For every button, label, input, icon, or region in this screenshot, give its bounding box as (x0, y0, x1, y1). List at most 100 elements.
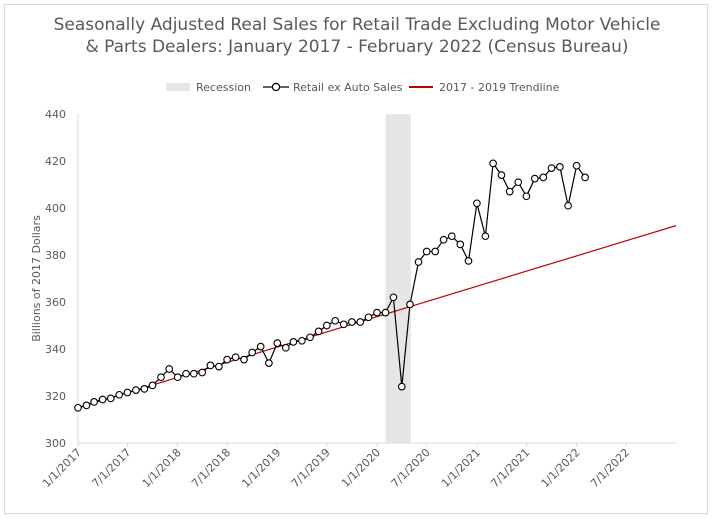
x-tick-label: 7/1/2020 (389, 446, 433, 490)
sales-point (406, 300, 414, 309)
sales-point (348, 318, 356, 326)
sales-point (82, 401, 91, 410)
chart-title-line-1: Seasonally Adjusted Real Sales for Retai… (53, 15, 661, 35)
x-tick-label: 1/1/2019 (239, 446, 283, 490)
sales-point (231, 353, 240, 362)
x-tick-label: 1/1/2020 (339, 446, 383, 490)
sales-point (189, 369, 198, 378)
sales-point (256, 342, 265, 351)
sales-point (339, 320, 348, 329)
sales-point (397, 382, 406, 391)
sales-point (182, 369, 190, 378)
sales-point (381, 308, 390, 317)
sales-point (322, 321, 331, 330)
sales-point (364, 313, 373, 322)
y-axis-label: Billions of 2017 Dollars (30, 215, 43, 342)
sales-point (198, 368, 207, 377)
sales-point (547, 164, 556, 172)
sales-point (123, 388, 132, 397)
sales-point (74, 403, 82, 412)
y-tick-label: 300 (45, 437, 66, 450)
x-tick-label: 7/1/2021 (488, 446, 532, 490)
y-tick-label: 340 (45, 343, 66, 356)
sales-point (331, 316, 340, 325)
sales-point (447, 232, 456, 241)
sales-point (115, 390, 124, 399)
y-tick-label: 360 (45, 296, 66, 309)
legend-label-sales: Retail ex Auto Sales (293, 80, 403, 94)
sales-point (223, 355, 231, 364)
sales-point (289, 338, 298, 346)
chart-title-line-2: & Parts Dealers: January 2017 - February… (85, 37, 629, 57)
sales-point (556, 163, 564, 171)
sales-point (581, 173, 589, 182)
chart-title: Seasonally Adjusted Real Sales for Retai… (0, 14, 714, 58)
sales-point (281, 343, 290, 352)
recession-band (385, 114, 411, 443)
sales-point (273, 339, 282, 347)
sales-point (90, 398, 98, 406)
sales-point (572, 161, 581, 170)
trendline (77, 225, 677, 409)
sales-point (481, 232, 490, 241)
x-tick-label: 1/1/2021 (439, 446, 483, 490)
sales-point (173, 373, 182, 382)
x-tick-label: 7/1/2018 (189, 446, 233, 490)
sales-point (389, 293, 398, 302)
sales-point (522, 192, 531, 201)
sales-point (439, 235, 448, 244)
sales-point (140, 385, 149, 393)
legend-swatch-trendline (409, 86, 433, 88)
sales-point (265, 359, 273, 367)
y-tick-label: 420 (45, 155, 66, 168)
x-tick-label: 1/1/2022 (539, 446, 583, 490)
sales-point (464, 257, 473, 265)
legend-label-trendline: 2017 - 2019 Trendline (439, 80, 560, 94)
sales-point (98, 395, 107, 404)
legend-item-sales: Retail ex Auto Sales (263, 79, 402, 95)
x-tick-label: 1/1/2018 (140, 446, 184, 490)
sales-point (414, 258, 423, 266)
sales-point (132, 386, 140, 394)
legend-swatch-sales (263, 82, 289, 92)
sales-point (505, 187, 514, 196)
sales-point (148, 381, 157, 390)
sales-point (165, 365, 174, 373)
y-tick-label: 440 (45, 108, 66, 121)
y-tick-label: 320 (45, 390, 66, 403)
sales-point (489, 159, 497, 168)
x-tick-label: 7/1/2019 (289, 446, 333, 490)
sales-point (314, 327, 323, 336)
sales-point (240, 355, 248, 364)
y-tick-label: 400 (45, 202, 66, 215)
chart-legend: Recession Retail ex Auto Sales 2017 - 20… (0, 79, 714, 95)
sales-point (373, 308, 381, 317)
x-tick-label: 1/1/2017 (40, 446, 84, 490)
sales-point (215, 362, 223, 371)
sales-point (422, 247, 431, 256)
sales-point (248, 348, 257, 357)
sales-point (298, 336, 306, 345)
sales-point (497, 171, 506, 179)
sales-point (514, 178, 523, 187)
sales-point (206, 361, 215, 370)
sales-point (539, 173, 548, 182)
sales-point (306, 333, 314, 342)
x-tick-label: 7/1/2022 (588, 446, 632, 490)
sales-point (356, 318, 365, 326)
sales-point (473, 199, 481, 208)
legend-item-trendline: 2017 - 2019 Trendline (409, 79, 559, 95)
sales-point (431, 247, 440, 256)
sales-line (77, 161, 586, 409)
legend-label-recession: Recession (196, 80, 251, 94)
legend-swatch-recession (166, 83, 190, 91)
sales-point (564, 201, 572, 210)
sales-point (530, 174, 539, 183)
y-tick-label: 380 (45, 249, 66, 262)
sales-point (106, 394, 115, 403)
legend-item-recession: Recession (166, 79, 251, 95)
x-tick-label: 7/1/2017 (89, 446, 133, 490)
sales-point (456, 240, 465, 249)
sales-point (157, 373, 165, 382)
